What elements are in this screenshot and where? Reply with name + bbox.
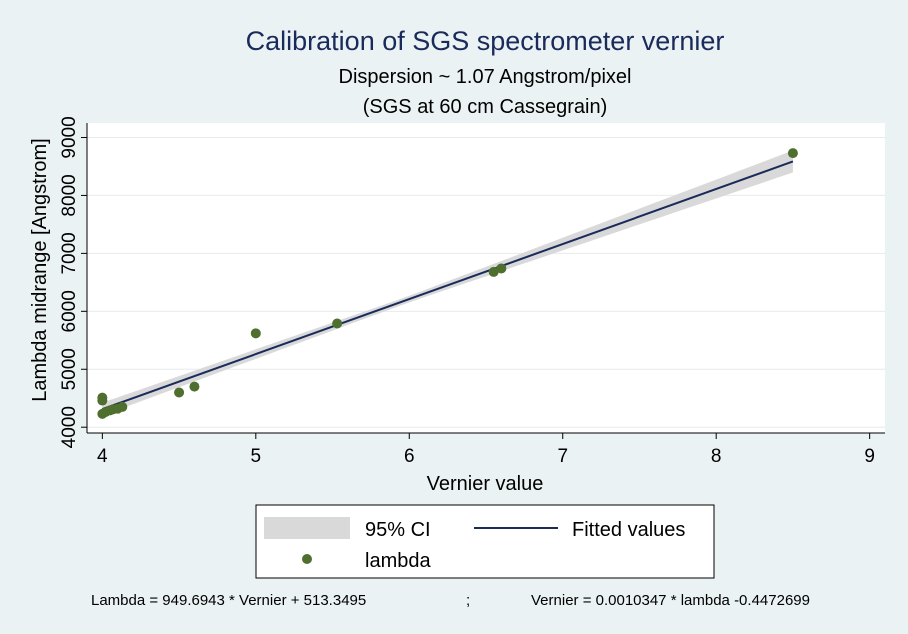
footer-separator: ;: [466, 592, 470, 609]
footer-equation-right: Vernier = 0.0010347 * lambda -0.4472699: [531, 592, 810, 609]
legend-point-swatch: [302, 554, 312, 564]
x-tick-label: 5: [251, 446, 262, 467]
ci-band-layer: [102, 150, 793, 416]
x-tick-label: 4: [97, 446, 108, 467]
fit-line: [102, 160, 794, 411]
data-point: [97, 392, 108, 403]
data-point: [787, 148, 798, 159]
data-point: [174, 387, 185, 398]
legend-box: [255, 504, 715, 579]
data-point: [117, 401, 128, 412]
ci-band: [102, 150, 793, 416]
x-tick-label: 7: [557, 446, 568, 467]
chart-subtitle-2: (SGS at 60 cm Cassegrain): [363, 96, 608, 118]
x-axis-label: Vernier value: [427, 473, 544, 495]
y-tick-label: 4000: [59, 406, 80, 448]
axes: [81, 123, 885, 439]
legend: 95% CI Fitted values lambda: [255, 504, 715, 579]
chart-title: Calibration of SGS spectrometer vernier: [246, 26, 725, 56]
points-layer: [97, 148, 798, 419]
y-tick-label: 7000: [59, 232, 80, 274]
legend-label-ci: 95% CI: [365, 519, 431, 541]
data-point: [496, 263, 507, 274]
y-tick-label: 6000: [59, 290, 80, 332]
x-tick-label: 9: [864, 446, 875, 467]
chart-subtitle: Dispersion ~ 1.07 Angstrom/pixel: [339, 66, 632, 88]
y-tick-labels: 4000 5000 6000 7000 8000 9000: [59, 116, 80, 448]
x-tick-label: 8: [711, 446, 722, 467]
x-tick-label: 6: [404, 446, 415, 467]
data-point: [250, 328, 261, 339]
y-tick-label: 9000: [59, 116, 80, 158]
y-tick-label: 5000: [59, 348, 80, 390]
y-tick-label: 8000: [59, 174, 80, 216]
legend-label-fit: Fitted values: [572, 519, 685, 541]
fit-line-layer: [102, 160, 794, 411]
y-axis-label: Lambda midrange [Angstrom]: [29, 138, 51, 401]
legend-ci-swatch: [264, 517, 350, 539]
data-point: [189, 381, 200, 392]
x-tick-labels: 4 5 6 7 8 9: [97, 446, 875, 467]
data-point: [332, 318, 343, 329]
data-point: [488, 266, 499, 277]
legend-label-lambda: lambda: [365, 550, 431, 572]
footer-equation-left: Lambda = 949.6943 * Vernier + 513.3495: [91, 592, 366, 609]
